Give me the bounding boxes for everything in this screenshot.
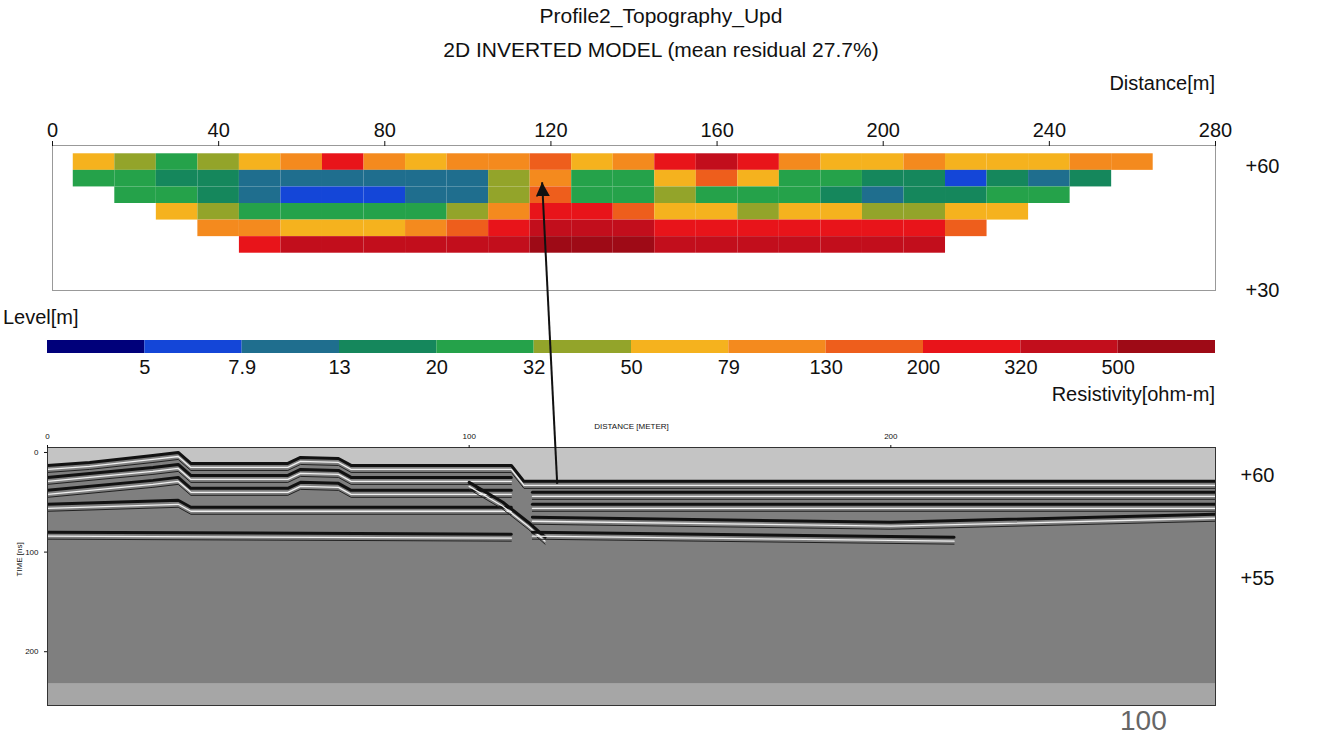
svg-text:7.9: 7.9: [228, 356, 256, 378]
svg-text:0: 0: [47, 119, 58, 141]
svg-text:240: 240: [1033, 119, 1066, 141]
html-text:100: 100: [1120, 705, 1167, 736]
svg-text:20: 20: [426, 356, 448, 378]
svg-text:200: 200: [867, 119, 900, 141]
svg-text:+60: +60: [1241, 464, 1275, 486]
html-text:Profile2_Topography_Upd: Profile2_Topography_Upd: [539, 4, 783, 27]
svg-text:200: 200: [884, 432, 898, 441]
svg-text:200: 200: [907, 356, 940, 378]
svg-text:5: 5: [139, 356, 150, 378]
svg-text:79: 79: [718, 356, 740, 378]
svg-text:130: 130: [809, 356, 842, 378]
html-text:Distance[m]: Distance[m]: [1109, 72, 1215, 94]
svg-text:280: 280: [1199, 119, 1232, 141]
svg-text:TIME [ns]: TIME [ns]: [15, 542, 24, 576]
svg-text:DISTANCE [METER]: DISTANCE [METER]: [594, 422, 669, 431]
svg-text:13: 13: [328, 356, 350, 378]
svg-text:+60: +60: [1246, 155, 1280, 177]
svg-text:+30: +30: [1246, 279, 1280, 301]
html-text:2D INVERTED MODEL (mean residu: 2D INVERTED MODEL (mean residual 27.7%): [443, 38, 879, 61]
svg-text:0: 0: [45, 432, 50, 441]
svg-text:200: 200: [25, 647, 39, 656]
svg-text:40: 40: [208, 119, 230, 141]
html-text:Resistivity[ohm-m]: Resistivity[ohm-m]: [1051, 383, 1215, 405]
svg-text:320: 320: [1004, 356, 1037, 378]
svg-text:100: 100: [462, 432, 476, 441]
svg-text:0: 0: [34, 448, 39, 457]
svg-text:120: 120: [534, 119, 567, 141]
svg-text:100: 100: [25, 548, 39, 557]
svg-text:32: 32: [523, 356, 545, 378]
svg-text:500: 500: [1101, 356, 1134, 378]
html-text:Level[m]: Level[m]: [3, 306, 79, 328]
svg-text:160: 160: [700, 119, 733, 141]
svg-text:50: 50: [620, 356, 642, 378]
svg-text:80: 80: [374, 119, 396, 141]
svg-text:+55: +55: [1241, 567, 1275, 589]
